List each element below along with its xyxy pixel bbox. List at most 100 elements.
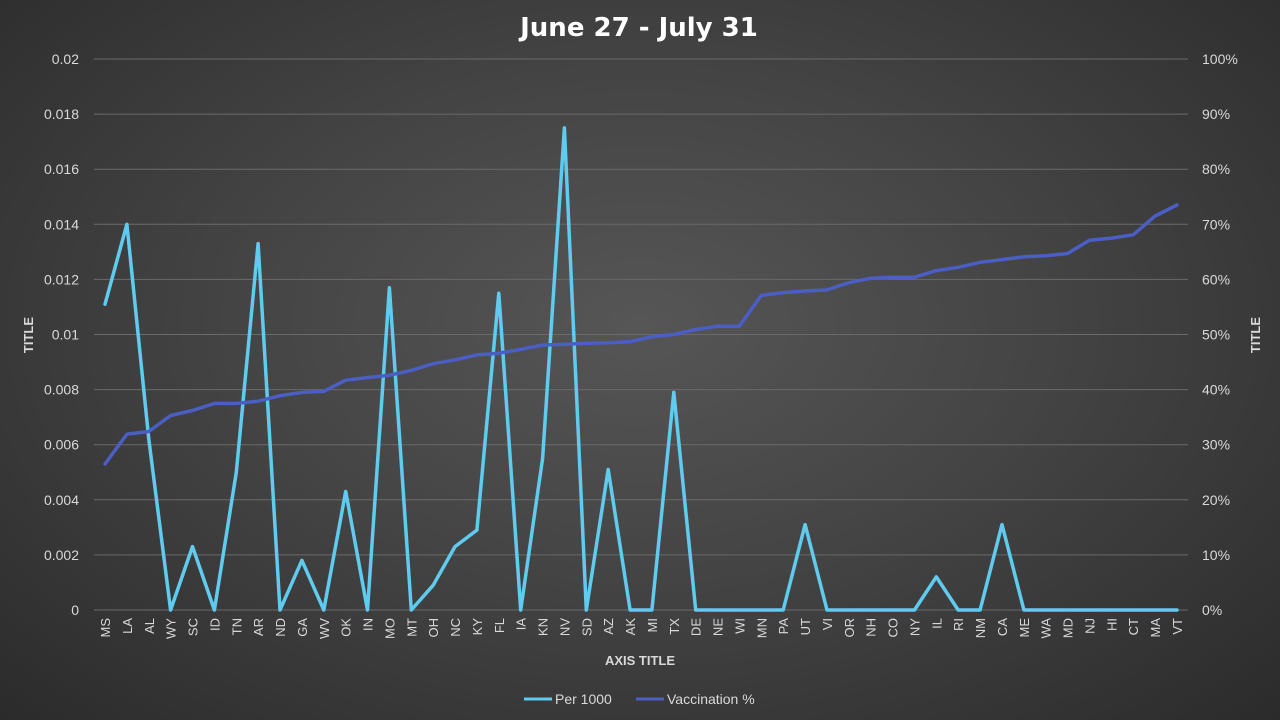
- data-point-vaccination: [234, 401, 238, 405]
- category-label: WV: [317, 618, 332, 639]
- data-point-per-1000: [409, 608, 413, 612]
- category-label: UT: [798, 618, 813, 635]
- category-label: KY: [470, 618, 485, 636]
- legend: Per 1000 Vaccination %: [524, 691, 755, 707]
- data-point-per-1000: [256, 242, 260, 246]
- category-label: DE: [689, 618, 704, 636]
- data-point-per-1000: [913, 608, 916, 612]
- data-point-per-1000: [103, 302, 107, 306]
- data-point-vaccination: [541, 343, 545, 347]
- left-tick-label: 0.004: [44, 492, 79, 508]
- category-label: ME: [1017, 618, 1032, 638]
- category-label: KN: [536, 618, 551, 636]
- data-point-vaccination: [913, 275, 916, 279]
- right-tick-label: 90%: [1202, 106, 1230, 122]
- data-point-vaccination: [869, 276, 873, 280]
- category-label: WY: [164, 618, 179, 639]
- data-point-vaccination: [847, 281, 851, 285]
- category-label: VI: [820, 618, 835, 630]
- category-label: MN: [754, 618, 769, 638]
- category-label: NJ: [1082, 618, 1097, 634]
- category-label: RI: [951, 618, 966, 631]
- left-axis: 0 0.002 0.004 0.006 0.008 0.01 0.012 0.014 0.016…: [44, 51, 79, 618]
- data-point-per-1000: [1131, 608, 1135, 612]
- category-label: IL: [929, 618, 944, 629]
- category-label: OR: [842, 618, 857, 638]
- category-label: CA: [995, 618, 1010, 636]
- category-label: MI: [645, 618, 660, 632]
- data-point-vaccination: [759, 293, 763, 297]
- data-point-vaccination: [125, 432, 129, 436]
- data-point-per-1000: [1022, 608, 1026, 612]
- left-tick-label: 0.018: [44, 106, 79, 122]
- category-label: MT: [404, 618, 419, 637]
- left-tick-label: 0.002: [44, 547, 79, 563]
- data-point-per-1000: [278, 608, 282, 612]
- data-point-vaccination: [694, 328, 698, 331]
- data-point-per-1000: [628, 608, 632, 612]
- data-point-per-1000: [366, 608, 369, 612]
- data-point-vaccination: [781, 291, 785, 295]
- data-point-vaccination: [1088, 238, 1091, 242]
- right-tick-label: 30%: [1202, 437, 1230, 453]
- category-label: NM: [973, 618, 988, 638]
- right-tick-label: 60%: [1202, 271, 1230, 287]
- data-point-per-1000: [1109, 608, 1113, 612]
- left-tick-label: 0.012: [44, 271, 79, 287]
- data-point-per-1000: [147, 437, 151, 441]
- category-label: LA: [120, 618, 135, 634]
- category-label: HI: [1104, 618, 1119, 631]
- data-point-vaccination: [344, 378, 348, 382]
- data-point-per-1000: [1044, 608, 1048, 612]
- data-point-vaccination: [322, 389, 326, 393]
- x-axis-title: AXIS TITLE: [605, 653, 675, 668]
- data-point-per-1000: [169, 608, 173, 612]
- data-point-vaccination: [891, 275, 895, 279]
- data-point-vaccination: [431, 362, 435, 366]
- data-point-vaccination: [147, 430, 151, 433]
- data-point-vaccination: [606, 341, 610, 345]
- data-point-vaccination: [453, 358, 457, 362]
- category-axis: MS LA AL WY SC ID TN AR ND GA WV OK IN MO MT OH NC KY FL IA…: [98, 618, 1185, 639]
- data-point-per-1000: [716, 608, 720, 612]
- right-tick-label: 20%: [1202, 492, 1230, 508]
- data-point-per-1000: [431, 583, 435, 587]
- data-point-per-1000: [475, 528, 479, 532]
- data-point-vaccination: [716, 324, 720, 328]
- data-point-vaccination: [956, 265, 960, 269]
- data-point-per-1000: [978, 608, 982, 612]
- gridlines: [94, 58, 1188, 611]
- data-point-per-1000: [825, 608, 829, 612]
- category-label: NH: [864, 618, 879, 637]
- data-point-vaccination: [475, 353, 479, 357]
- data-point-per-1000: [1175, 608, 1179, 612]
- data-point-per-1000: [300, 558, 304, 562]
- category-label: AZ: [601, 618, 616, 635]
- data-point-per-1000: [497, 291, 501, 295]
- category-label: MS: [98, 618, 113, 638]
- data-point-vaccination: [300, 390, 304, 394]
- data-point-vaccination: [1153, 214, 1157, 218]
- category-label: NY: [907, 618, 922, 636]
- data-point-vaccination: [978, 260, 982, 264]
- right-tick-label: 10%: [1202, 547, 1230, 563]
- data-point-per-1000: [650, 608, 654, 612]
- category-label: ND: [273, 618, 288, 637]
- series-lines: [103, 126, 1179, 612]
- category-label: ID: [207, 618, 222, 631]
- category-label: AK: [623, 618, 638, 636]
- data-point-vaccination: [934, 269, 938, 273]
- left-tick-label: 0: [71, 602, 79, 618]
- data-point-per-1000: [956, 608, 960, 612]
- data-point-per-1000: [387, 286, 391, 290]
- category-label: NV: [557, 618, 572, 636]
- category-label: SC: [186, 618, 201, 636]
- data-point-per-1000: [322, 608, 326, 612]
- category-label: MA: [1148, 618, 1163, 638]
- right-tick-label: 100%: [1202, 51, 1238, 67]
- data-point-per-1000: [234, 470, 238, 474]
- data-point-vaccination: [628, 340, 632, 344]
- category-label: CO: [886, 618, 901, 638]
- data-point-vaccination: [212, 401, 216, 405]
- data-point-vaccination: [191, 409, 194, 412]
